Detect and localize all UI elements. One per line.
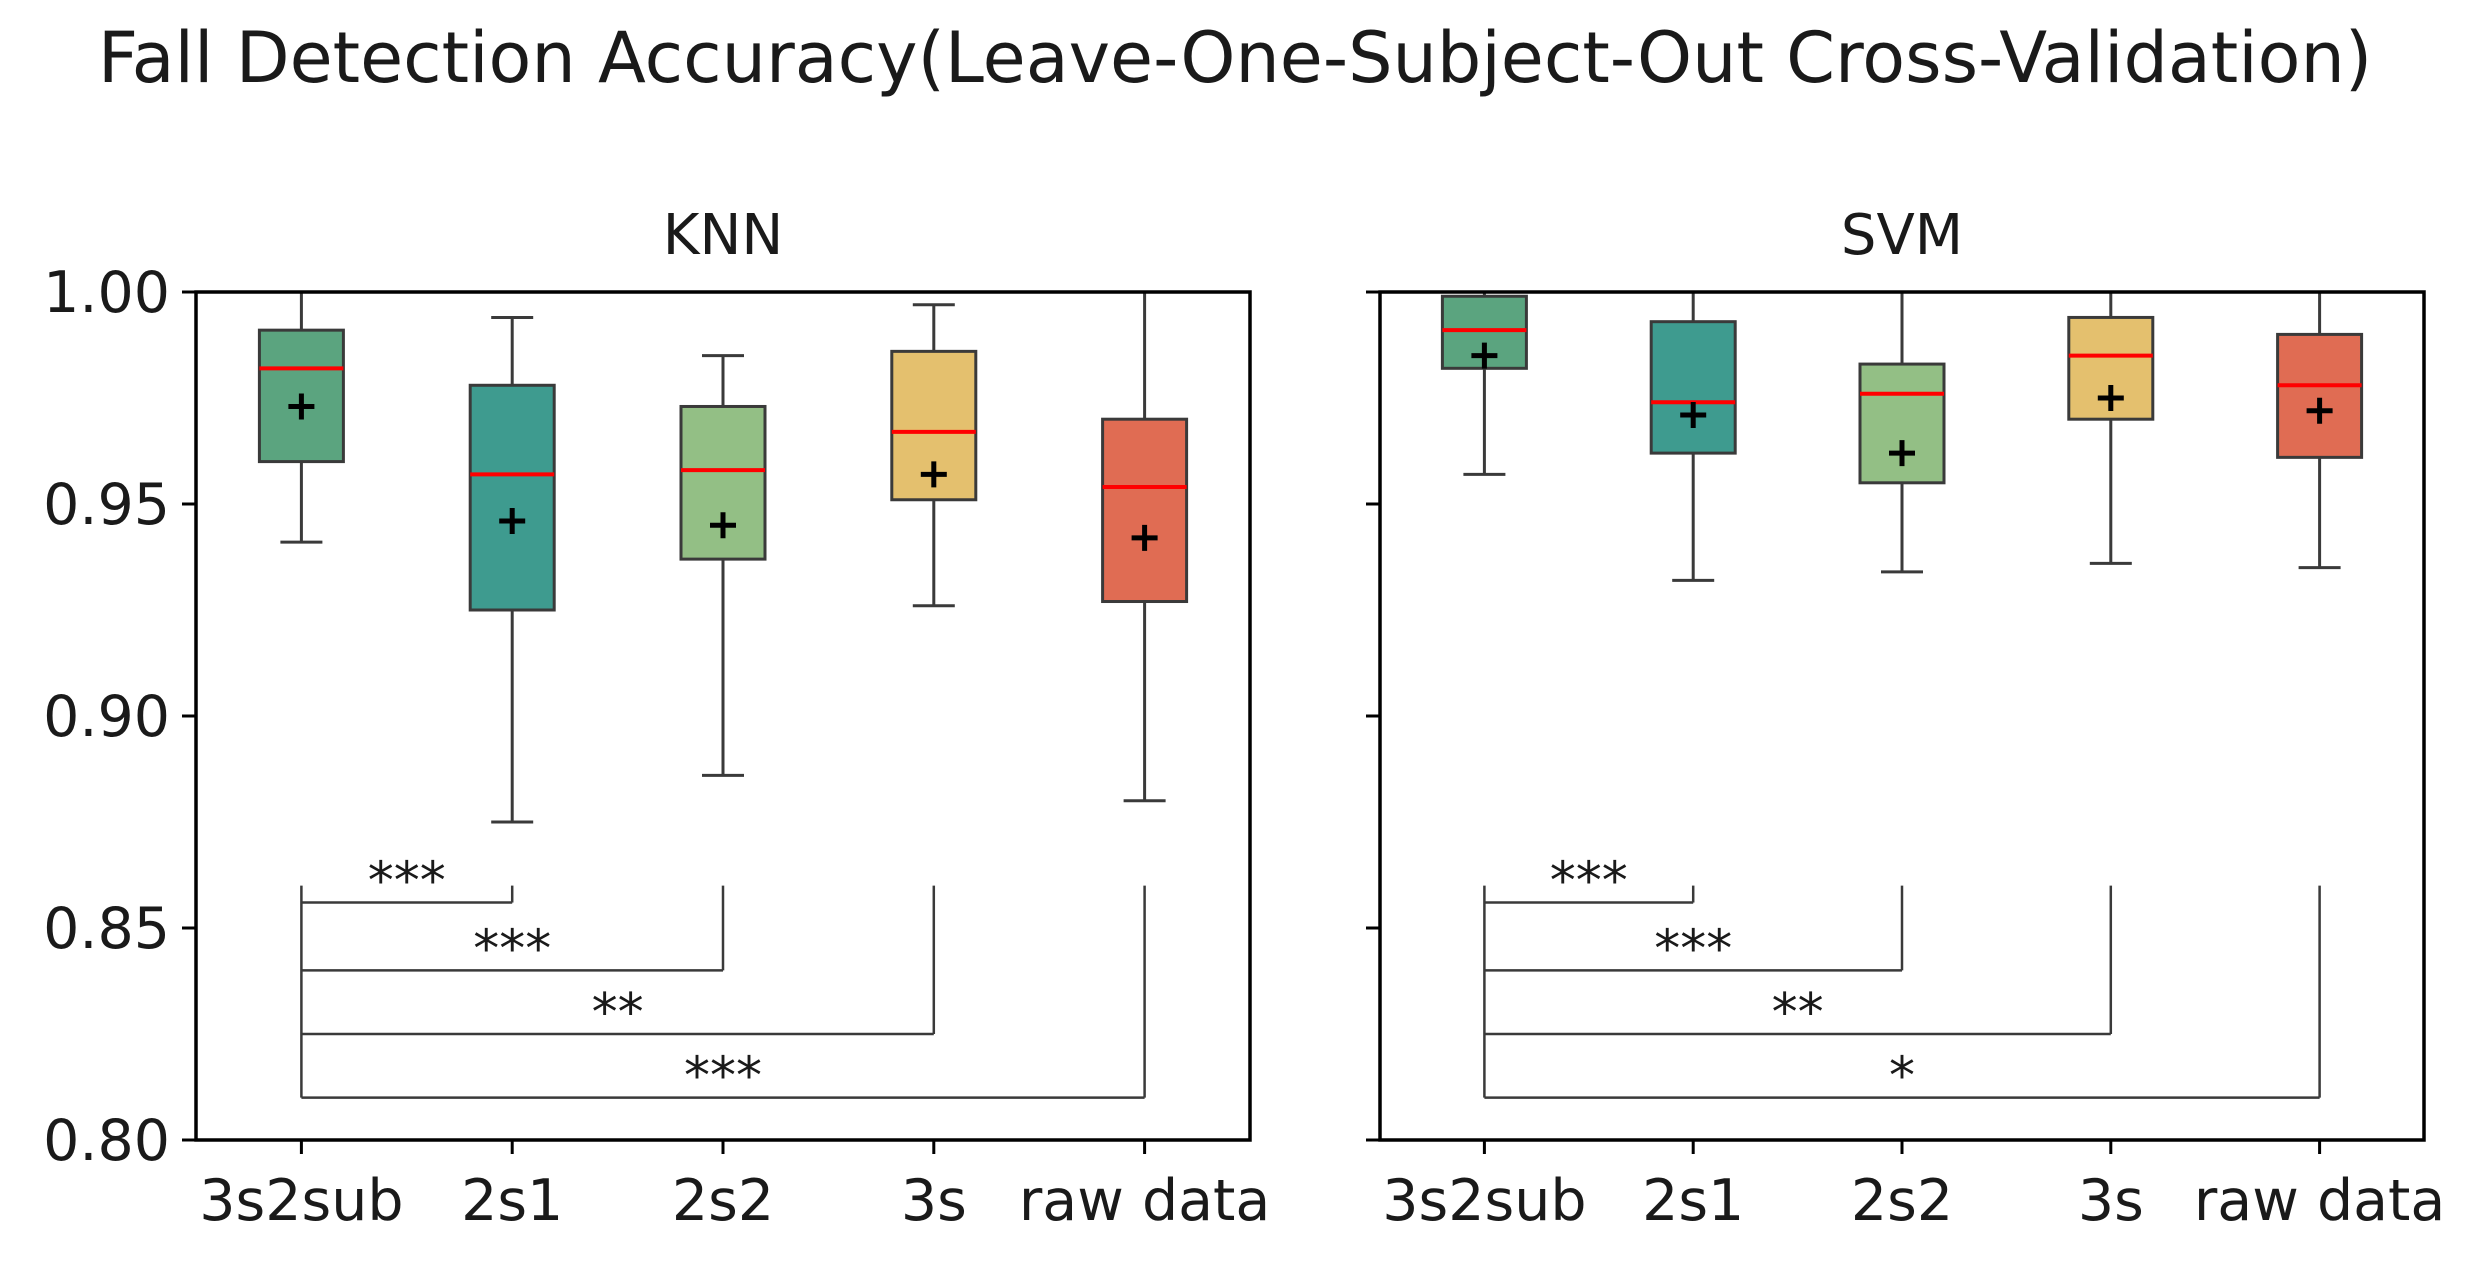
significance-label: *** <box>1550 852 1628 912</box>
significance-brackets: ********* <box>1483 852 2321 1107</box>
mean-marker <box>1889 440 1915 467</box>
box-2s1 <box>468 315 556 824</box>
box-2s2 <box>1858 290 1946 574</box>
box-2s1 <box>1649 290 1737 582</box>
mean-marker <box>499 507 526 534</box>
mean-marker <box>1471 342 1498 369</box>
significance-label: *** <box>473 919 551 979</box>
significance-label: ** <box>592 983 644 1043</box>
iqr-box <box>468 383 556 612</box>
subplot-title: KNN <box>663 203 784 268</box>
iqr-box <box>2276 332 2364 459</box>
mean-marker <box>2097 385 2124 411</box>
significance-label: *** <box>684 1047 762 1107</box>
x-tick-label: 2s1 <box>1642 1168 1744 1234</box>
x-tick-label: 3s <box>2078 1168 2144 1234</box>
subplot-title: SVM <box>1841 203 1963 268</box>
significance-brackets: *********** <box>300 852 1146 1107</box>
x-tick-label: 2s1 <box>461 1168 563 1234</box>
x-tick-label: 2s2 <box>1851 1168 1953 1234</box>
iqr-box <box>1649 320 1737 455</box>
box-raw-data <box>2276 290 2364 570</box>
iqr-box <box>679 404 767 561</box>
mean-marker <box>710 512 736 539</box>
x-tick-label: 2s2 <box>672 1168 774 1234</box>
mean-marker <box>2306 397 2333 424</box>
x-tick-label: 3s2sub <box>1382 1168 1586 1234</box>
axes-frame <box>1378 290 2426 1142</box>
box-3s2sub <box>1440 290 1528 476</box>
box-3s <box>890 303 978 608</box>
significance-label: * <box>1889 1047 1915 1107</box>
box-raw-data <box>1101 290 1189 803</box>
significance-label: *** <box>368 852 446 912</box>
x-tick-label: raw data <box>1019 1168 1271 1234</box>
axes-frame <box>194 290 1252 1142</box>
significance-label: *** <box>1654 919 1732 979</box>
subplot-knn: KNN 0.80 0.85 0.90 0.95 1.00 3s2sub 2s1 2s2 3s raw… <box>43 203 1270 1234</box>
figure-title: Fall Detection Accuracy(Leave-One-Subjec… <box>98 17 2372 99</box>
y-tick-label: 0.90 <box>43 684 170 750</box>
x-tick-label: raw data <box>2194 1168 2446 1234</box>
significance-label: ** <box>1772 983 1824 1043</box>
y-tick-label: 0.95 <box>43 472 170 538</box>
y-tick-label: 1.00 <box>43 260 170 326</box>
iqr-box <box>1101 417 1189 604</box>
box-2s2 <box>679 354 767 777</box>
mean-marker <box>920 461 947 488</box>
mean-marker <box>1680 401 1707 428</box>
box-3s <box>2067 290 2155 565</box>
y-tick-label: 0.85 <box>43 896 170 962</box>
y-tick-label: 0.80 <box>43 1108 170 1174</box>
mean-marker <box>1131 524 1158 551</box>
box-3s2sub <box>257 290 345 544</box>
x-tick-label: 3s2sub <box>199 1168 403 1234</box>
x-tick-label: 3s <box>901 1168 967 1234</box>
mean-marker <box>288 393 315 420</box>
